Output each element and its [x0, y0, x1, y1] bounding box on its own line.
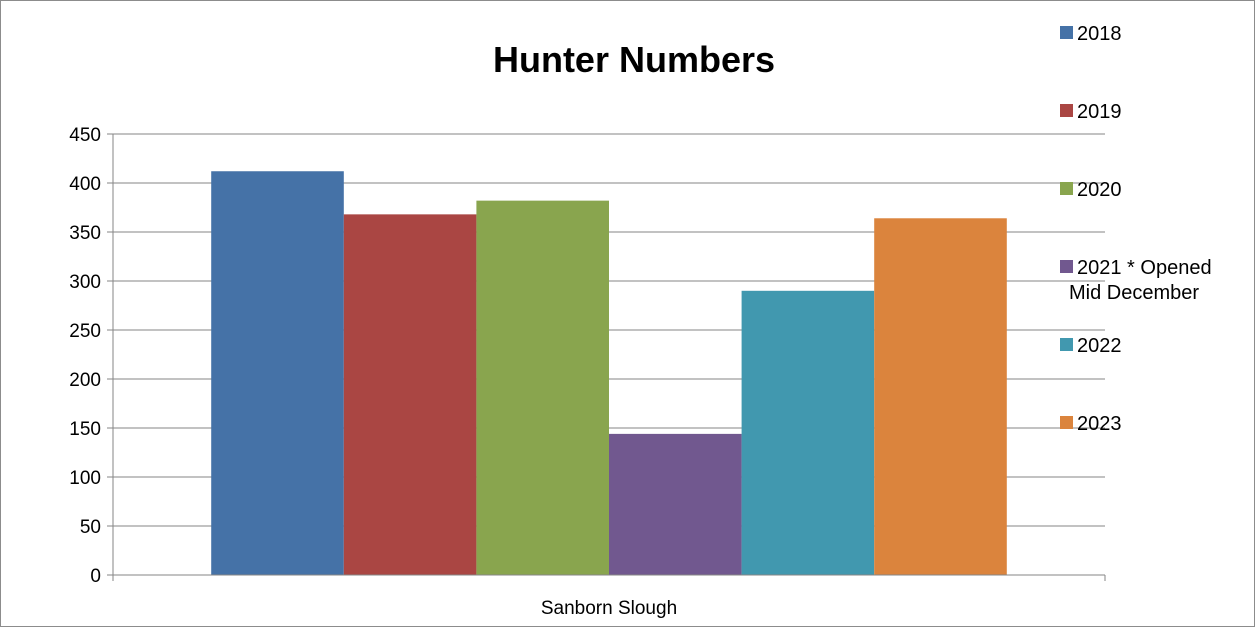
legend-swatch-2020 [1060, 182, 1073, 195]
y-tick-label-50: 50 [80, 517, 101, 538]
legend-label-2020: 2020 [1077, 179, 1122, 201]
y-tick-label-100: 100 [69, 468, 101, 489]
legend-swatch-2018 [1060, 26, 1073, 39]
y-tick-label-400: 400 [69, 174, 101, 195]
legend-label-2019: 2019 [1077, 101, 1122, 123]
bar-2020 [476, 200, 609, 575]
legend-swatch-2022 [1060, 338, 1073, 351]
legend-label-2018: 2018 [1077, 23, 1122, 45]
y-tick-label-0: 0 [90, 566, 101, 587]
y-tick-label-150: 150 [69, 419, 101, 440]
bar-2022 [741, 290, 875, 575]
bar-2021 [609, 433, 742, 575]
y-tick-label-250: 250 [69, 321, 101, 342]
y-tick-label-200: 200 [69, 370, 101, 391]
chart-title: Hunter Numbers [493, 39, 775, 80]
legend: 2018 2019 2020 2021 * Opened Mid December 202… [1060, 23, 1212, 435]
legend-swatch-2021 [1060, 260, 1073, 273]
legend-label-2021: 2021 * Opened Mid December [1069, 257, 1212, 304]
x-category-label: Sanborn Slough [541, 598, 677, 619]
bar-2023 [874, 218, 1007, 575]
bars [211, 171, 1007, 576]
legend-label-2022: 2022 [1077, 335, 1122, 357]
y-tick-label-450: 450 [69, 125, 101, 146]
axes: 0 50 100 150 200 250 300 350 400 450 Sanborn Sloug… [69, 125, 1106, 619]
y-tick-label-300: 300 [69, 272, 101, 293]
y-tick-label-350: 350 [69, 223, 101, 244]
legend-swatch-2019 [1060, 104, 1073, 117]
bar-2019 [343, 214, 477, 576]
bar-2018 [211, 171, 344, 576]
legend-swatch-2023 [1060, 416, 1073, 429]
legend-label-2023: 2023 [1077, 413, 1122, 435]
